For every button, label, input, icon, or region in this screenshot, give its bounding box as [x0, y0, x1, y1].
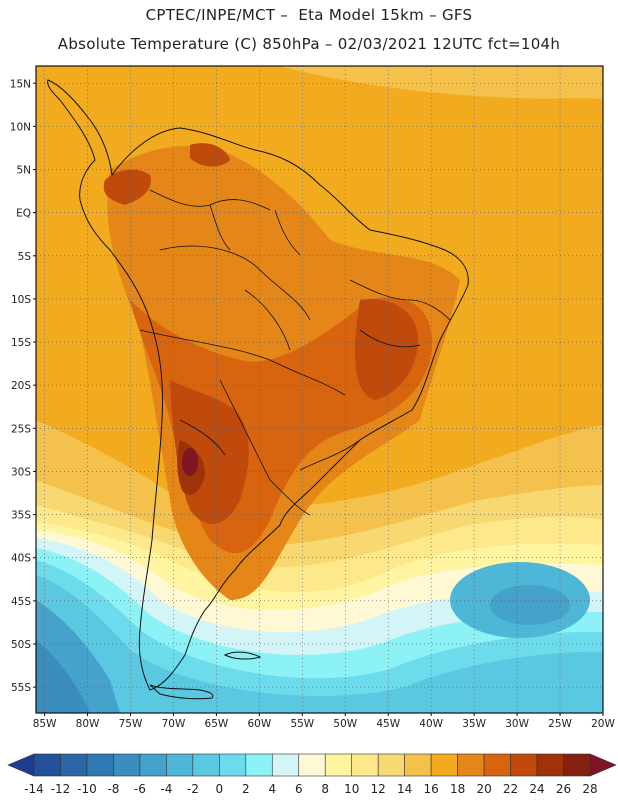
field-band-neg2-0: [36, 575, 603, 713]
lat-tick-label: 55S: [11, 682, 31, 694]
colorbar-label: -6: [134, 782, 146, 796]
latitude-labels: 15N 10N 5N EQ 5S 10S 15S 20S 25S 30S 35S 40S 45S 50S 5…: [10, 78, 32, 694]
lon-tick-label: 40W: [419, 718, 443, 730]
chart-title: CPTEC/INPE/MCT – Eta Model 15km – GFS: [145, 6, 473, 24]
field-eddy-neg6: [490, 585, 570, 625]
colorbar-label: 24: [529, 782, 544, 796]
colorbar-swatch: [351, 753, 379, 777]
lat-tick-label: 10S: [11, 294, 31, 306]
lon-tick-label: 20W: [591, 718, 615, 730]
colorbar-swatch: [33, 753, 61, 777]
colorbar-label: 18: [450, 782, 465, 796]
colorbar-label: 6: [295, 782, 303, 796]
colorbar-label: -4: [160, 782, 172, 796]
colorbar-swatch: [219, 753, 247, 777]
colorbar-swatch: [510, 753, 538, 777]
lon-tick-label: 80W: [76, 718, 100, 730]
chart-subtitle: Absolute Temperature (C) 850hPa – 02/03/…: [57, 35, 561, 53]
colorbar-swatch: [457, 753, 485, 777]
colorbar-label: 22: [503, 782, 518, 796]
field-andes-north-warm: [103, 169, 151, 205]
colorbar-swatch: [139, 753, 167, 777]
colorbar-label: 2: [242, 782, 250, 796]
colorbar-labels: -14 -12 -10 -8 -6 -4 -2 0 2 4 6 8 10 12 14 16 18 20 22 24 26…: [24, 782, 597, 796]
colorbar-min-arrow: [7, 753, 35, 777]
lon-tick-label: 75W: [119, 718, 143, 730]
colorbar-label: 12: [371, 782, 386, 796]
lon-tick-label: 30W: [505, 718, 529, 730]
country-borders: [139, 189, 451, 516]
lat-tick-label: 25S: [11, 423, 31, 435]
colorbar-swatch: [563, 753, 591, 777]
colorbar-label: 26: [556, 782, 571, 796]
longitude-labels: 85W 80W 75W 70W 65W 60W 55W 50W 45W 40W 35W 30W 25W 2…: [33, 718, 616, 730]
colorbar-max-arrow: [589, 753, 617, 777]
field-hot-core: [182, 448, 198, 476]
colorbar-swatch: [86, 753, 114, 777]
colorbar-swatch: [60, 753, 88, 777]
lon-tick-label: 85W: [33, 718, 57, 730]
lat-tick-label: 40S: [11, 553, 31, 565]
colorbar-label: -8: [107, 782, 119, 796]
lat-tick-label: 30S: [11, 466, 31, 478]
colorbar-label: 0: [216, 782, 224, 796]
colorbar: [7, 753, 617, 777]
field-sw-colder: [36, 640, 90, 713]
field-venezuela-warm: [190, 143, 230, 167]
map-frame: [35, 65, 604, 714]
colorbar-swatch: [298, 753, 326, 777]
lon-tick-label: 25W: [548, 718, 572, 730]
colorbar-label: 16: [424, 782, 439, 796]
lat-tick-label: 20S: [11, 380, 31, 392]
colorbar-swatch: [192, 753, 220, 777]
lon-tick-label: 60W: [247, 718, 271, 730]
colorbar-label: -12: [51, 782, 71, 796]
colorbar-label: -14: [24, 782, 44, 796]
lon-tick-label: 45W: [376, 718, 400, 730]
colorbar-swatch: [245, 753, 273, 777]
field-ne-warm: [355, 299, 419, 400]
lat-tick-label: 10N: [10, 121, 31, 133]
colorbar-label: 10: [344, 782, 359, 796]
colorbar-label: -10: [77, 782, 97, 796]
colorbar-swatch: [271, 753, 300, 777]
colorbar-swatch: [377, 753, 405, 777]
colorbar-swatch: [404, 753, 432, 777]
colorbar-swatch: [483, 753, 511, 777]
lat-tick-label: 50S: [11, 639, 31, 651]
colorbar-swatch: [430, 753, 458, 777]
colorbar-label: 14: [397, 782, 412, 796]
colorbar-label: 28: [582, 782, 597, 796]
colorbar-label: 4: [268, 782, 276, 796]
lon-tick-label: 70W: [162, 718, 186, 730]
field-north-band: [280, 66, 603, 100]
lon-tick-label: 50W: [333, 718, 357, 730]
colorbar-swatch: [113, 753, 141, 777]
colorbar-label: 20: [476, 782, 491, 796]
coastlines: [47, 79, 469, 700]
lon-tick-label: 65W: [205, 718, 229, 730]
lon-tick-label: 35W: [462, 718, 486, 730]
temperature-field: [36, 66, 603, 713]
lat-tick-label: 35S: [11, 510, 31, 522]
colorbar-swatch: [166, 753, 194, 777]
lat-tick-label: 15N: [10, 78, 31, 90]
lon-tick-label: 55W: [290, 718, 314, 730]
colorbar-label: -2: [187, 782, 199, 796]
lat-tick-label: 5S: [18, 251, 32, 263]
lat-tick-label: 15S: [11, 337, 31, 349]
lat-tick-label: EQ: [16, 208, 31, 220]
colorbar-label: 8: [321, 782, 329, 796]
colorbar-swatch: [324, 753, 353, 777]
map-gridlines: [33, 66, 604, 716]
lat-tick-label: 45S: [11, 596, 31, 608]
colorbar-swatch: [536, 753, 564, 777]
lat-tick-label: 5N: [16, 165, 31, 177]
